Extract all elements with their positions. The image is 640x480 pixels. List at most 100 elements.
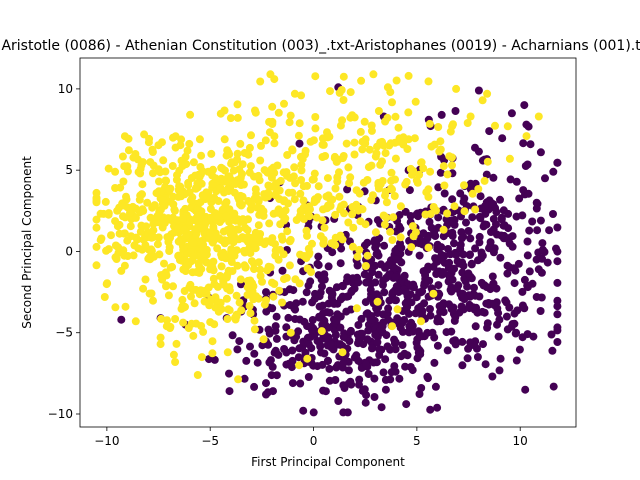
data-point [246, 162, 255, 171]
data-point [186, 196, 195, 205]
data-point [404, 71, 413, 80]
data-point [198, 167, 207, 176]
data-point [225, 369, 233, 378]
data-point [496, 195, 504, 204]
data-point [286, 111, 295, 120]
data-point [280, 99, 288, 108]
data-point [353, 261, 362, 270]
data-point [548, 346, 557, 355]
data-point [370, 393, 379, 401]
data-point [149, 296, 157, 305]
x-axis: −10 −5 0 5 10 [94, 427, 528, 448]
data-point [117, 315, 126, 324]
data-point [518, 287, 527, 296]
data-point [302, 288, 311, 297]
data-point [549, 382, 558, 391]
data-point [113, 206, 122, 215]
data-point [473, 353, 482, 361]
data-point [371, 243, 380, 252]
data-point [197, 353, 206, 362]
data-point [450, 220, 459, 229]
data-point [339, 359, 348, 368]
data-point [489, 173, 498, 182]
data-point [523, 281, 532, 290]
data-point [303, 181, 311, 190]
data-point [363, 238, 372, 247]
data-point [267, 173, 276, 182]
data-point [272, 312, 281, 321]
data-point [214, 307, 223, 316]
data-point [233, 225, 242, 234]
data-point [131, 204, 140, 213]
data-point [553, 158, 562, 167]
data-point [236, 139, 245, 148]
data-point [204, 167, 213, 176]
data-point [185, 188, 194, 197]
data-point [338, 348, 347, 357]
data-point [409, 167, 418, 175]
data-point [189, 158, 198, 167]
data-point [357, 76, 366, 85]
data-point [355, 380, 363, 389]
data-point [381, 355, 390, 364]
data-point [386, 227, 395, 236]
data-point [184, 181, 193, 190]
data-point [120, 201, 129, 210]
data-point [409, 232, 418, 241]
data-point [295, 344, 304, 353]
data-point [381, 375, 390, 384]
data-point [335, 192, 344, 201]
data-point [197, 322, 206, 330]
data-point [396, 224, 405, 233]
data-point [415, 390, 424, 398]
data-point [117, 266, 126, 275]
data-point [321, 387, 330, 396]
data-point [207, 264, 216, 273]
data-point [380, 288, 389, 297]
data-point [166, 263, 175, 272]
data-point [193, 371, 202, 379]
data-point [396, 233, 405, 242]
data-point [216, 184, 225, 192]
data-point [171, 315, 180, 323]
data-point [274, 255, 283, 264]
data-point [482, 170, 491, 179]
data-point [424, 243, 433, 252]
data-point [495, 315, 504, 324]
scatter-points [92, 70, 562, 417]
data-point [304, 340, 313, 349]
data-point [448, 228, 457, 237]
data-point [376, 180, 385, 189]
data-point [145, 289, 154, 298]
data-point [226, 250, 235, 259]
data-point [102, 246, 111, 255]
data-point [520, 304, 529, 313]
data-point [270, 75, 279, 84]
data-point [303, 354, 312, 363]
data-point [314, 182, 323, 191]
data-point [339, 96, 348, 104]
data-point [189, 238, 198, 247]
data-point [131, 317, 140, 326]
data-point [223, 348, 232, 357]
data-point [450, 239, 458, 248]
data-point [367, 315, 376, 324]
data-point [510, 279, 519, 288]
data-point [465, 304, 474, 313]
data-point [470, 341, 479, 350]
data-point [483, 157, 492, 166]
data-point [364, 370, 373, 378]
data-point [446, 250, 455, 259]
data-point [452, 251, 461, 259]
data-point [439, 268, 448, 277]
data-point [325, 364, 334, 373]
data-point [208, 349, 217, 358]
data-point [184, 324, 193, 332]
data-point [176, 182, 185, 191]
data-point [344, 366, 353, 375]
data-point [388, 322, 397, 331]
data-point [328, 239, 337, 248]
data-point [505, 154, 514, 163]
data-point [218, 205, 227, 214]
